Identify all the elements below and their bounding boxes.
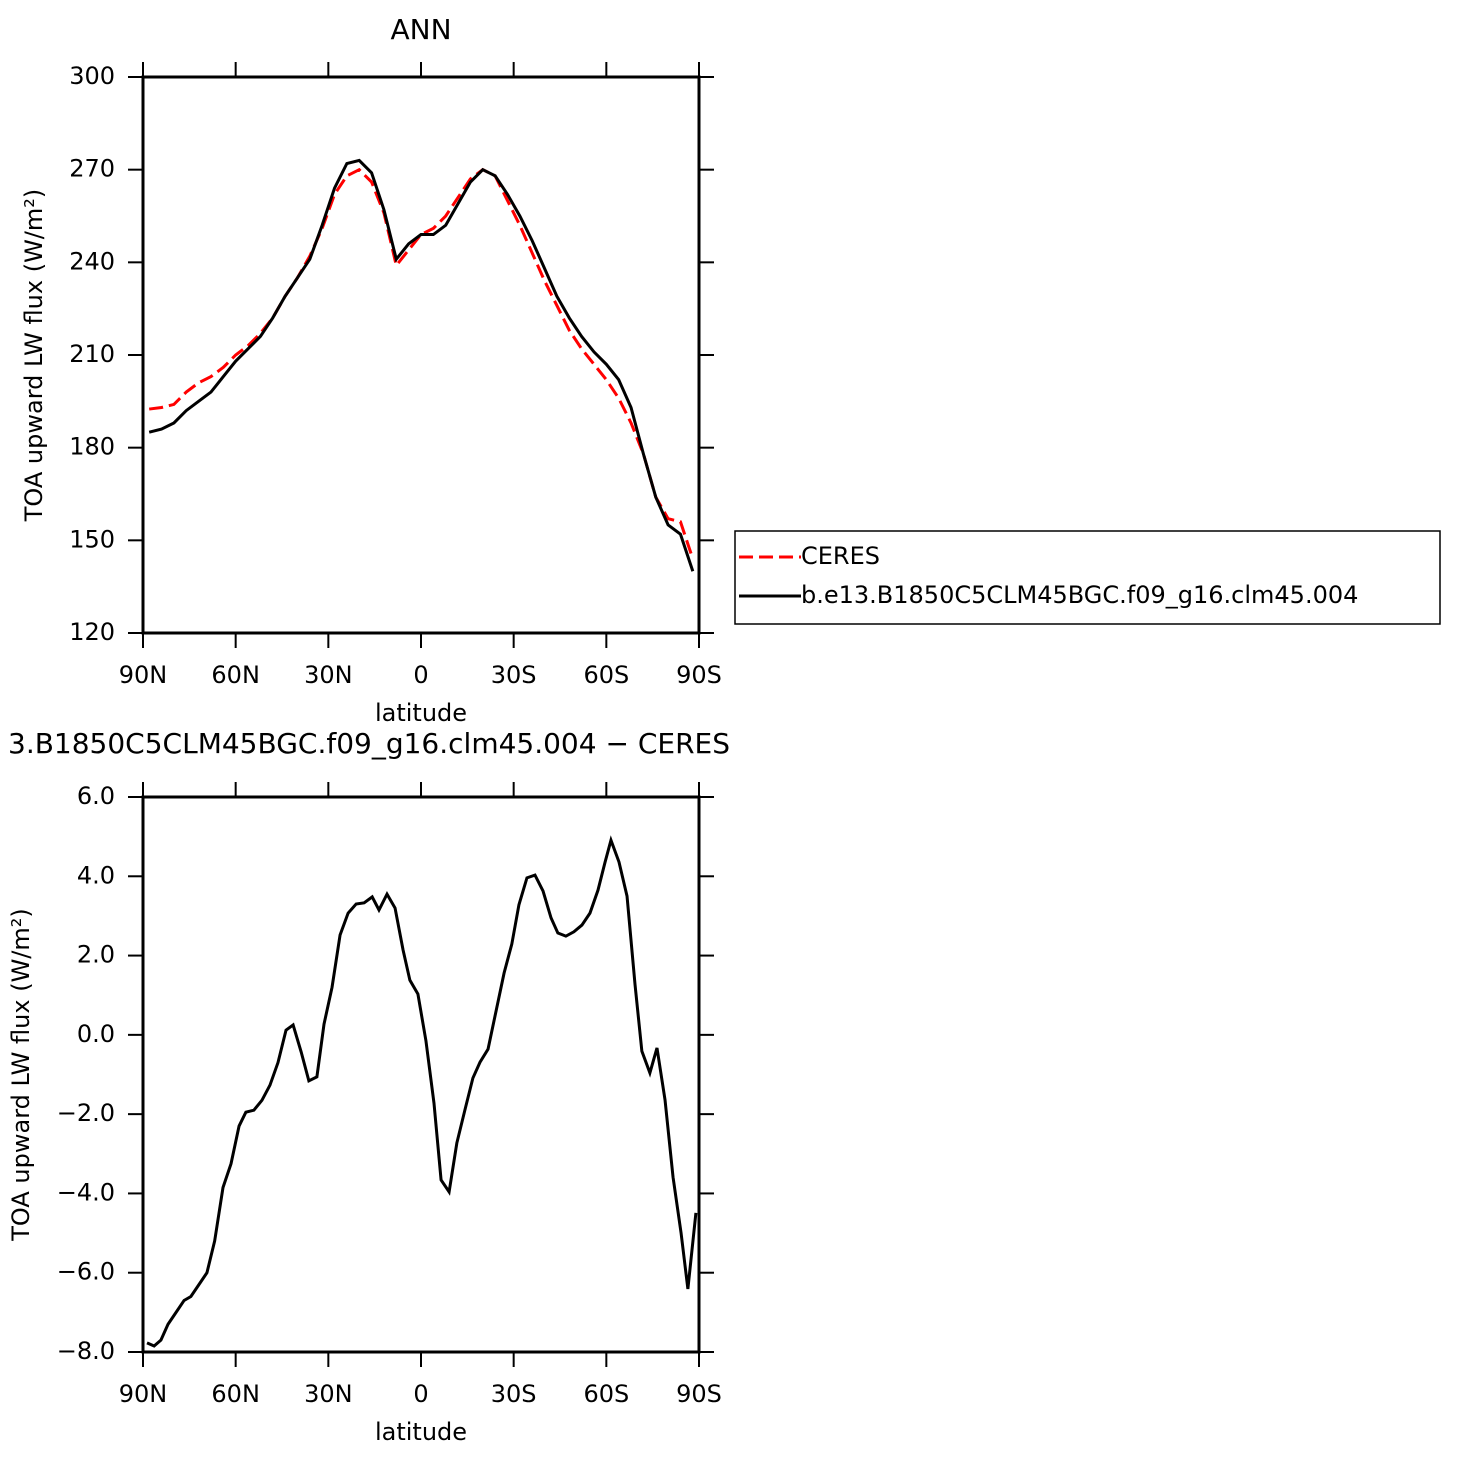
x-axis-label: latitude xyxy=(375,1418,467,1446)
y-tick-label: 270 xyxy=(69,155,115,183)
x-tick-label: 90N xyxy=(119,661,168,689)
y-tick-label: 150 xyxy=(69,525,115,553)
y-tick-label: 300 xyxy=(69,62,115,90)
x-tick-label: 30S xyxy=(491,1380,537,1408)
y-tick-label: −8.0 xyxy=(57,1337,115,1365)
y-tick-label: 2.0 xyxy=(77,941,115,969)
x-tick-label: 30N xyxy=(304,1380,353,1408)
x-tick-label: 90N xyxy=(119,1380,168,1408)
y-tick-label: 0.0 xyxy=(77,1020,115,1048)
x-tick-label: 90S xyxy=(676,661,722,689)
legend-label: b.e13.B1850C5CLM45BGC.f09_g16.clm45.004 xyxy=(801,581,1358,609)
y-tick-label: −2.0 xyxy=(57,1099,115,1127)
y-tick-label: −4.0 xyxy=(57,1178,115,1206)
x-tick-label: 90S xyxy=(676,1380,722,1408)
y-tick-label: 4.0 xyxy=(77,861,115,889)
data-line xyxy=(146,835,698,1348)
x-tick-label: 60S xyxy=(583,1380,629,1408)
y-tick-label: 180 xyxy=(69,433,115,461)
x-tick-label: 60N xyxy=(211,661,260,689)
y-axis-label: TOA upward LW flux (W/m²) xyxy=(7,908,35,1242)
y-tick-label: −6.0 xyxy=(57,1258,115,1286)
x-tick-label: 0 xyxy=(413,1380,428,1408)
x-tick-label: 60S xyxy=(583,661,629,689)
data-line xyxy=(148,158,695,572)
y-tick-label: 120 xyxy=(69,618,115,646)
y-tick-label: 210 xyxy=(69,340,115,368)
plot-frame xyxy=(141,795,701,1354)
plot-frame xyxy=(141,75,701,635)
chart-title: 3.B1850C5CLM45BGC.f09_g16.clm45.004 − CE… xyxy=(8,727,730,760)
data-line xyxy=(148,167,695,560)
chart-title: ANN xyxy=(390,13,451,46)
y-tick-label: 6.0 xyxy=(77,782,115,810)
legend-label: CERES xyxy=(801,542,880,570)
legend-box xyxy=(734,530,1441,625)
y-axis-label: TOA upward LW flux (W/m²) xyxy=(20,189,48,523)
x-axis-label: latitude xyxy=(375,699,467,727)
x-tick-label: 60N xyxy=(211,1380,260,1408)
x-tick-label: 30N xyxy=(304,661,353,689)
y-tick-label: 240 xyxy=(69,247,115,275)
x-tick-label: 30S xyxy=(491,661,537,689)
x-tick-label: 0 xyxy=(413,661,428,689)
